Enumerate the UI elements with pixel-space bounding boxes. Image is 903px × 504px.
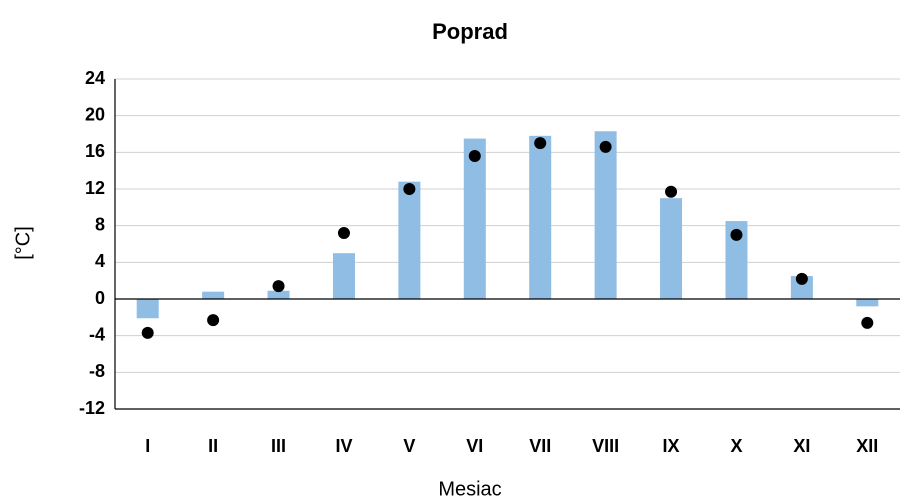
dot [403,183,416,195]
x-tick-label: V [403,436,415,456]
dot [599,140,612,153]
y-tick-label: 8 [95,214,105,234]
x-tick-label: X [730,436,742,456]
bar [202,291,225,299]
y-tick-label: 16 [85,141,105,161]
bar [267,290,290,299]
x-tick-label: II [208,436,218,456]
x-tick-label: I [145,436,150,456]
x-tick-label: XI [793,436,810,456]
x-tick-label: III [271,436,286,456]
x-tick-label: IX [663,436,680,456]
x-tick-label: VI [466,436,483,456]
dot [665,185,678,198]
bar [725,221,748,299]
x-tick-label: VIII [592,436,619,456]
y-tick-label: 24 [85,68,105,88]
bar [660,198,683,299]
x-tick-label: IV [335,436,352,456]
bar [594,131,617,299]
y-tick-label: 12 [85,178,105,198]
bar [463,138,486,299]
dot [141,326,154,339]
y-tick-label: -12 [79,398,105,418]
bar [332,253,355,299]
dot [730,228,743,241]
y-tick-label: 20 [85,104,105,124]
dot [861,316,874,329]
y-tick-label: -8 [89,361,105,381]
bar [856,299,879,307]
dot [337,227,350,239]
chart-title: Poprad [432,19,508,44]
dot [272,280,285,293]
bar [136,299,159,319]
dot [795,272,808,285]
bar [398,181,421,299]
y-axis-label: [°C] [12,226,34,260]
y-tick-label: -4 [89,324,105,344]
x-tick-label: XII [856,436,878,456]
bar [790,276,813,299]
bar [529,135,552,299]
dot [468,150,481,162]
x-axis-label: Mesiac [438,478,501,500]
dot [534,137,547,150]
y-tick-label: 4 [95,251,105,271]
dot [207,314,220,327]
y-tick-label: 0 [95,288,105,308]
x-tick-label: VII [529,436,551,456]
